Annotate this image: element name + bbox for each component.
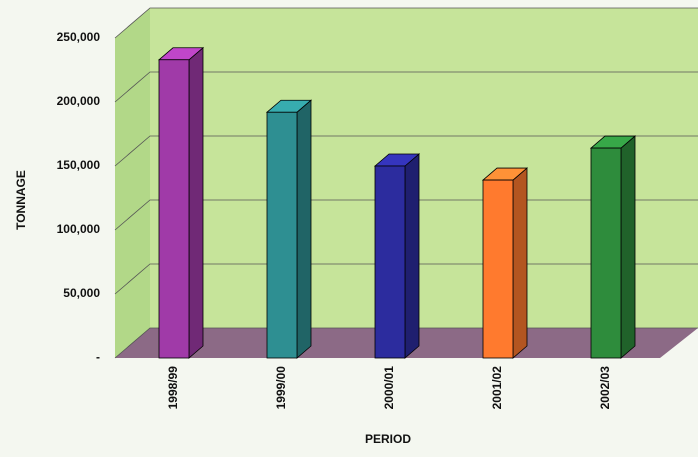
y-axis-label: TONNAGE [14, 170, 28, 230]
y-tick-label: 250,000 [57, 30, 101, 44]
x-tick-label: 2001/02 [490, 366, 504, 410]
bar-side [296, 99, 312, 359]
grid-line [114, 135, 698, 167]
y-tick-label: 200,000 [57, 94, 101, 108]
grid-line [114, 71, 698, 103]
x-tick-label: 1999/00 [274, 366, 288, 410]
y-tick-label: 50,000 [63, 286, 100, 300]
x-tick-label: 2000/01 [382, 366, 396, 410]
bar [590, 147, 622, 359]
bar [266, 111, 298, 359]
bar-side [188, 46, 204, 359]
bar [374, 165, 406, 359]
side-wall [115, 8, 150, 358]
x-tick-label: 2002/03 [598, 366, 612, 410]
x-tick-label: 1998/99 [166, 366, 180, 410]
bar [482, 179, 514, 359]
y-tick-label: 100,000 [57, 222, 101, 236]
y-tick-label: - [96, 350, 100, 364]
y-tick-label: 150,000 [57, 158, 101, 172]
bar-side [404, 153, 420, 359]
x-axis-label: PERIOD [365, 432, 411, 446]
bar [158, 59, 190, 359]
bar-side [620, 135, 636, 359]
grid-line [114, 7, 698, 39]
bar-side [512, 167, 528, 359]
